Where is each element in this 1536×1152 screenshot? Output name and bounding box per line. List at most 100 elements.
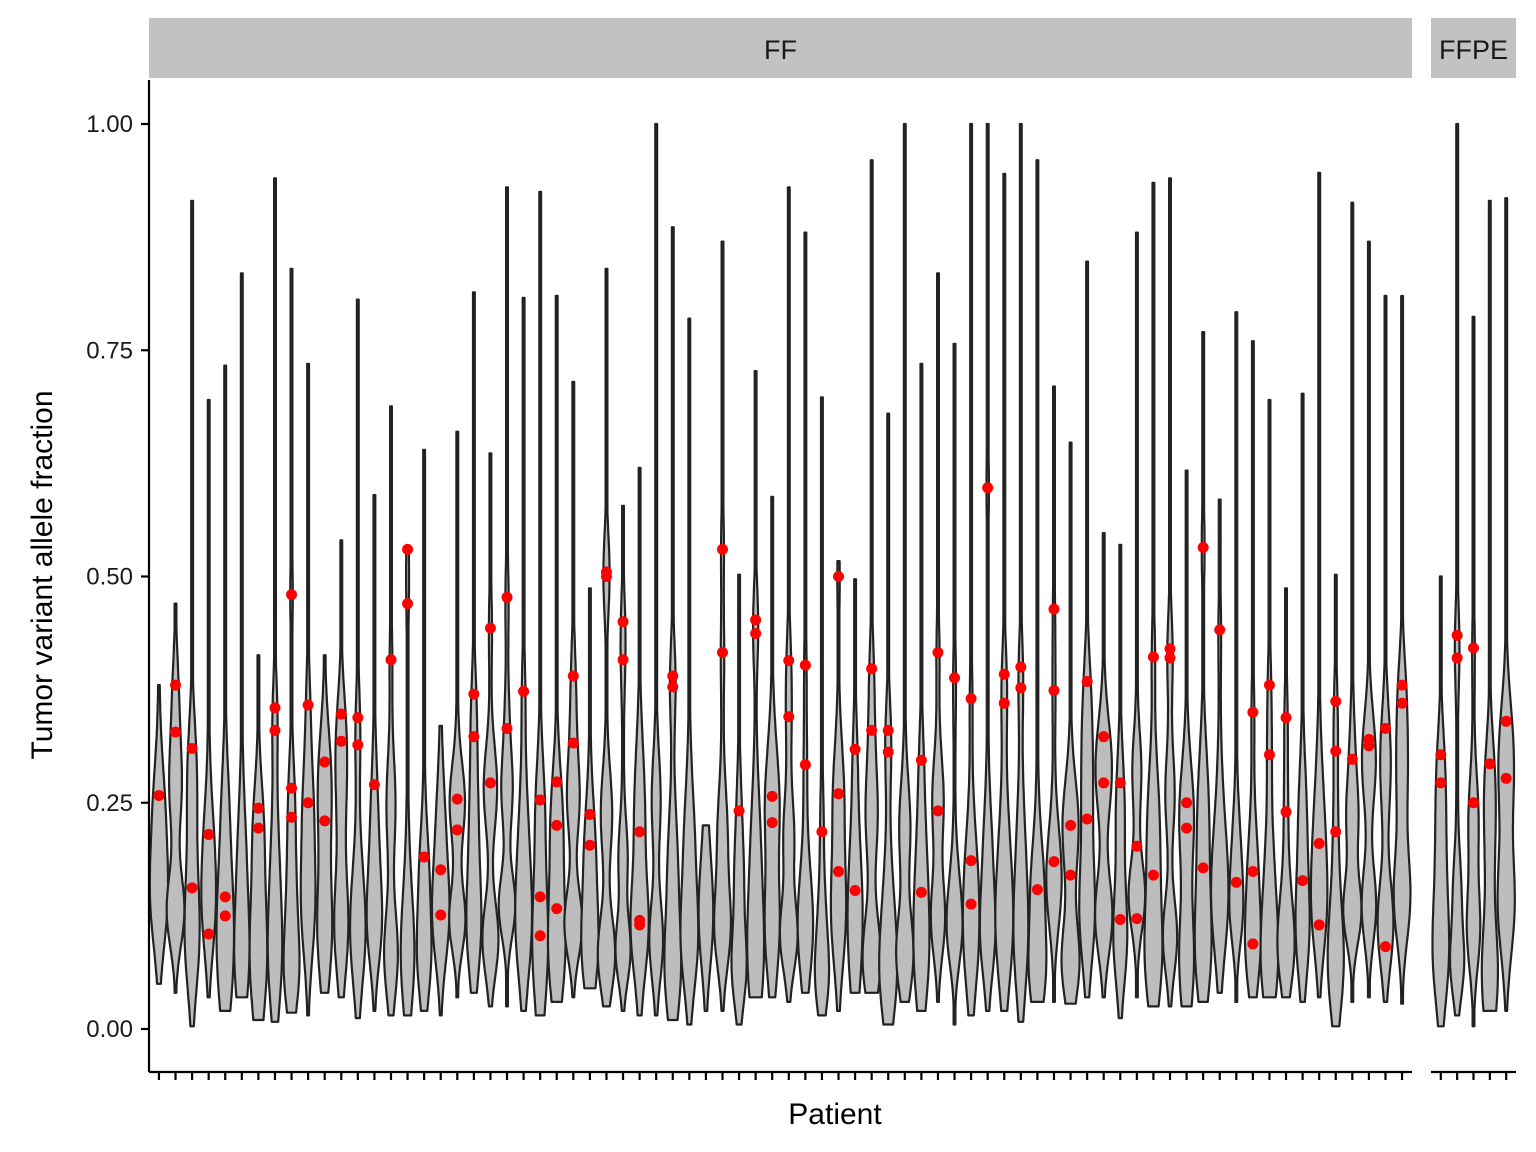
data-point	[833, 866, 845, 878]
violin	[861, 159, 882, 994]
y-tick-label: 0.75	[86, 337, 133, 364]
data-point	[849, 743, 861, 755]
violin	[165, 602, 186, 994]
violin	[1480, 199, 1499, 1012]
data-point	[1247, 706, 1259, 718]
data-point	[998, 697, 1010, 709]
violin	[763, 495, 781, 999]
data-point	[319, 815, 331, 827]
violin	[778, 186, 799, 1003]
violin	[183, 199, 201, 1028]
data-point	[766, 817, 778, 829]
data-point	[484, 777, 496, 789]
data-point	[1048, 603, 1060, 615]
data-point	[451, 793, 463, 805]
data-point	[1015, 661, 1027, 673]
data-point	[866, 724, 878, 736]
data-point	[153, 790, 165, 802]
data-point	[584, 809, 596, 821]
violin	[713, 240, 732, 1012]
violin	[1127, 231, 1147, 999]
violin	[200, 398, 218, 999]
violin	[215, 364, 236, 1012]
violin	[1448, 122, 1466, 1017]
violin	[1143, 181, 1164, 1008]
violin	[912, 362, 931, 1012]
data-point	[567, 670, 579, 682]
violin	[514, 296, 534, 1012]
data-point	[385, 654, 397, 666]
violin	[1178, 469, 1196, 1008]
data-point	[1500, 715, 1512, 727]
violin	[1209, 498, 1230, 994]
data-point	[1164, 652, 1176, 664]
data-point	[1031, 884, 1043, 896]
violin	[1012, 122, 1030, 1023]
data-point	[932, 805, 944, 817]
data-point	[1197, 862, 1209, 874]
violin	[383, 405, 399, 1017]
data-point	[567, 737, 579, 749]
violin	[399, 548, 416, 1017]
data-point	[219, 910, 231, 922]
data-point	[1098, 777, 1110, 789]
violin	[1309, 171, 1329, 999]
data-point	[286, 782, 298, 794]
data-point	[1500, 772, 1512, 784]
data-point	[1468, 642, 1479, 654]
violin	[580, 587, 600, 990]
data-point	[1451, 652, 1463, 664]
violin	[730, 573, 748, 1026]
data-point	[551, 776, 563, 788]
data-point	[584, 839, 596, 851]
data-point	[716, 543, 728, 555]
violin	[961, 122, 981, 1017]
data-point	[402, 598, 414, 610]
data-point	[716, 647, 728, 659]
violin	[365, 494, 384, 1012]
violin	[465, 291, 483, 994]
y-tick-label: 0.25	[86, 790, 133, 817]
violin	[415, 448, 433, 1012]
data-point	[1230, 876, 1242, 888]
data-point	[418, 851, 430, 863]
violin	[1376, 294, 1395, 1003]
violin	[299, 362, 317, 1017]
data-point	[799, 759, 811, 771]
violin	[596, 267, 617, 1008]
violin	[679, 317, 700, 1026]
data-point	[451, 824, 463, 836]
data-point	[352, 739, 364, 751]
data-point	[799, 659, 811, 671]
data-point	[1280, 712, 1292, 724]
data-point	[833, 788, 845, 800]
violin	[929, 272, 947, 1003]
violin	[1276, 587, 1296, 999]
violin-layer	[148, 122, 1516, 1028]
facet-strip	[1431, 18, 1516, 78]
data-point	[1081, 675, 1093, 687]
data-point	[816, 826, 828, 838]
data-point	[998, 668, 1010, 680]
data-point	[667, 681, 679, 693]
violin	[829, 560, 848, 1012]
data-point	[1313, 919, 1325, 931]
violin	[1193, 331, 1213, 1003]
data-point	[949, 672, 961, 684]
data-point	[435, 864, 447, 876]
data-point	[534, 930, 546, 942]
data-point	[335, 735, 347, 747]
data-point	[1435, 749, 1447, 761]
data-point	[766, 790, 778, 802]
y-tick-label: 0.00	[86, 1016, 133, 1043]
data-point	[1379, 941, 1391, 953]
violin	[248, 654, 269, 1022]
data-point	[833, 571, 845, 582]
data-point	[1081, 813, 1093, 825]
violin	[266, 177, 284, 1023]
violin	[546, 294, 567, 1003]
data-point	[468, 731, 480, 743]
data-point	[286, 811, 298, 823]
facet-strip	[149, 18, 1412, 78]
data-point	[965, 898, 977, 910]
